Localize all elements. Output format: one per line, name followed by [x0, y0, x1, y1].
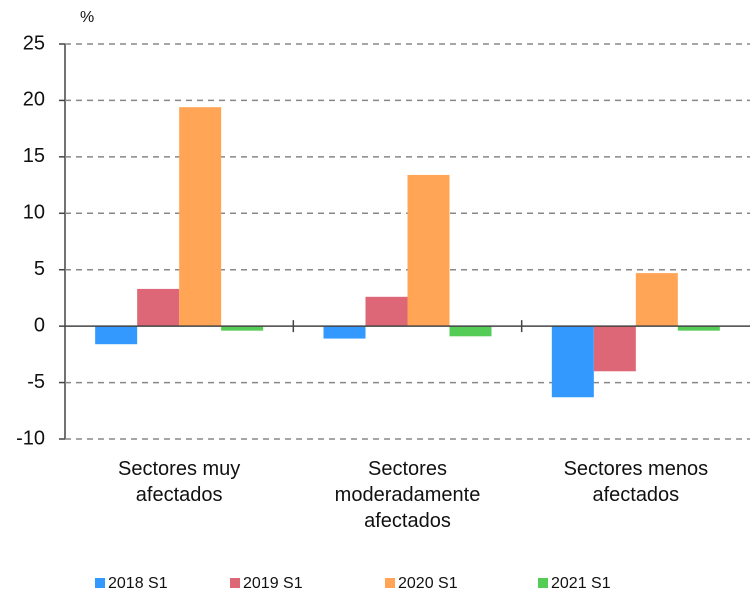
legend-label: 2021 S1 [551, 575, 611, 592]
x-tick-label: Sectores muy afectados [118, 458, 240, 506]
bar [407, 174, 450, 327]
legend-label: 2019 S1 [243, 575, 303, 592]
bar [323, 326, 366, 339]
y-tick-label: 0 [34, 314, 45, 336]
legend-swatch [95, 578, 105, 588]
y-tick-label: -10 [16, 427, 45, 449]
bar [95, 326, 138, 345]
bar [551, 326, 594, 398]
y-tick-label: 15 [23, 145, 45, 167]
bar [449, 326, 492, 337]
legend-swatch [230, 578, 240, 588]
bar [221, 326, 264, 331]
y-tick-label: -5 [27, 371, 45, 393]
y-tick-label: 25 [23, 32, 45, 54]
legend-swatch [385, 578, 395, 588]
bar [179, 107, 222, 327]
y-tick-label: 5 [34, 258, 45, 280]
bar [635, 273, 678, 327]
legend-swatch [538, 578, 548, 588]
y-unit: % [80, 9, 94, 26]
bar [593, 326, 636, 372]
x-tick-label: Sectores menos afectados [564, 458, 709, 506]
legend-label: 2018 S1 [108, 575, 168, 592]
bar [365, 296, 408, 327]
bar [137, 288, 180, 327]
y-tick-label: 20 [23, 89, 45, 111]
x-tick-label: Sectores moderadamente afectados [335, 458, 481, 532]
y-tick-label: 10 [23, 202, 45, 224]
legend-label: 2020 S1 [398, 575, 458, 592]
bar [677, 326, 720, 331]
